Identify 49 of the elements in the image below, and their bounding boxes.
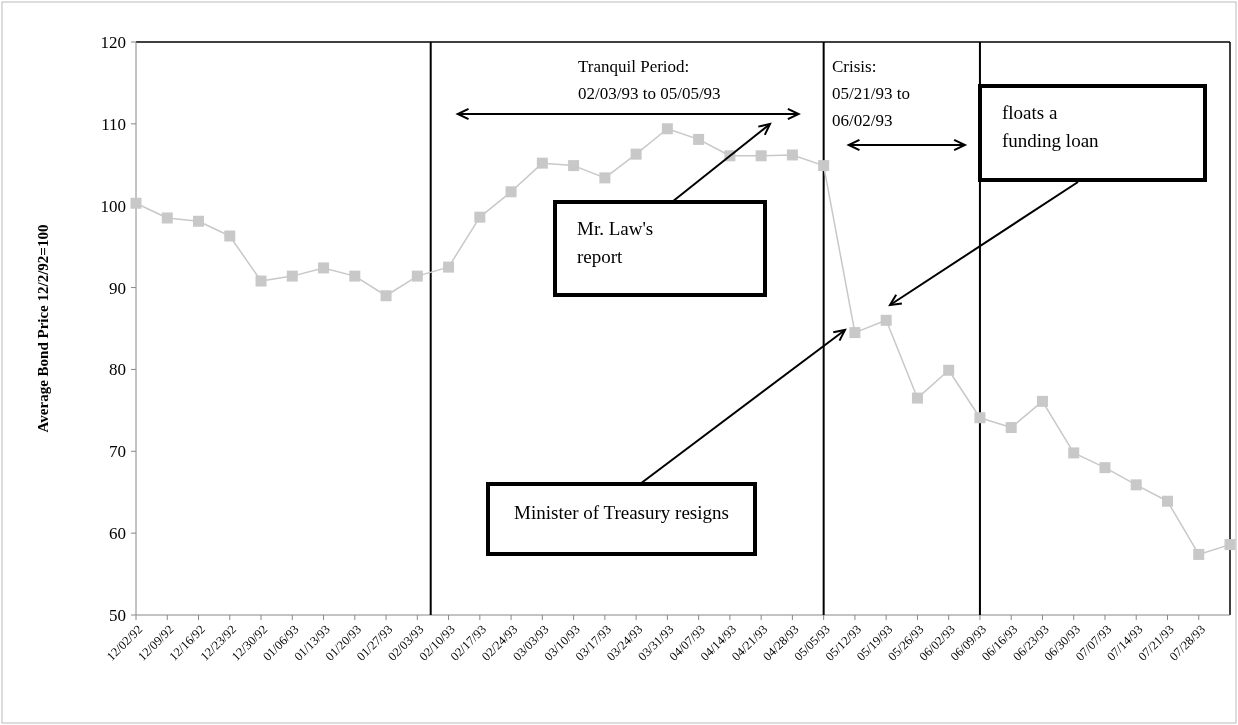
point (1068, 447, 1080, 459)
point (630, 148, 642, 160)
point (224, 230, 236, 242)
point (974, 412, 986, 424)
point (943, 364, 955, 376)
point (130, 197, 142, 209)
annotation: Minister of Treasury resigns (514, 502, 729, 523)
point (1193, 548, 1205, 560)
point (693, 133, 705, 145)
point (349, 270, 361, 282)
point (880, 314, 892, 326)
y-tick-label: 50 (109, 605, 126, 625)
y-axis-title: Average Bond Price 12/2/92=100 (35, 224, 51, 433)
annotation: Tranquil Period: 02/03/93 to 05/05/93 (578, 57, 721, 103)
point (568, 160, 580, 172)
point (411, 270, 423, 282)
annotation: Mr. Law's report (577, 217, 654, 267)
point (1224, 539, 1236, 551)
point (474, 211, 486, 223)
point (786, 149, 798, 161)
point (1161, 495, 1173, 507)
point (911, 392, 923, 404)
annotation: Crisis: 05/21/93 to 06/02/93 (832, 57, 910, 130)
point (505, 186, 517, 198)
point (1099, 462, 1111, 474)
y-tick-label: 120 (100, 32, 126, 52)
point (818, 160, 830, 172)
y-tick-label: 80 (109, 360, 126, 380)
y-tick-label: 90 (109, 278, 126, 298)
annotation: floats a funding loan (1002, 102, 1100, 151)
point (599, 172, 611, 184)
point (443, 261, 455, 273)
point (286, 270, 298, 282)
point (318, 262, 330, 274)
point (661, 123, 673, 135)
point (536, 157, 548, 169)
y-tick-label: 110 (101, 114, 126, 134)
point (849, 327, 861, 339)
point (755, 150, 767, 162)
point (380, 290, 392, 302)
point (1130, 479, 1142, 491)
point (193, 215, 205, 227)
point (161, 212, 173, 224)
y-tick-label: 70 (109, 442, 126, 462)
y-tick-label: 60 (109, 524, 126, 544)
point (1036, 395, 1048, 407)
point (255, 275, 267, 287)
point (1005, 422, 1017, 434)
y-tick-label: 100 (100, 196, 126, 216)
